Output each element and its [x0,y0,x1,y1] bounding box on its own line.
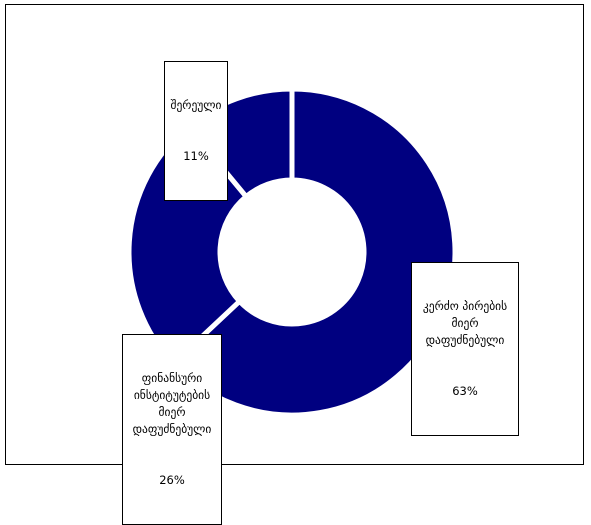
slice-name-mixed: შერეული [170,98,222,112]
slice-percent-mixed: 11% [183,149,209,163]
slice-label-private: კერძო პირების მიერ დაფუძნებული 63% [411,262,519,436]
slice-name-financial: ფინანსური ინსტიტუტების მიერ დაფუძნებული [132,371,212,436]
slice-percent-private: 63% [452,384,478,398]
slice-label-mixed: შერეული 11% [164,61,228,201]
slice-label-financial: ფინანსური ინსტიტუტების მიერ დაფუძნებული … [122,334,222,525]
slice-percent-financial: 26% [159,473,185,487]
chart-frame: კერძო პირების მიერ დაფუძნებული 63% ფინან… [5,4,584,525]
slice-private [169,86,458,418]
slice-name-private: კერძო პირების მიერ დაფუძნებული [422,299,508,347]
